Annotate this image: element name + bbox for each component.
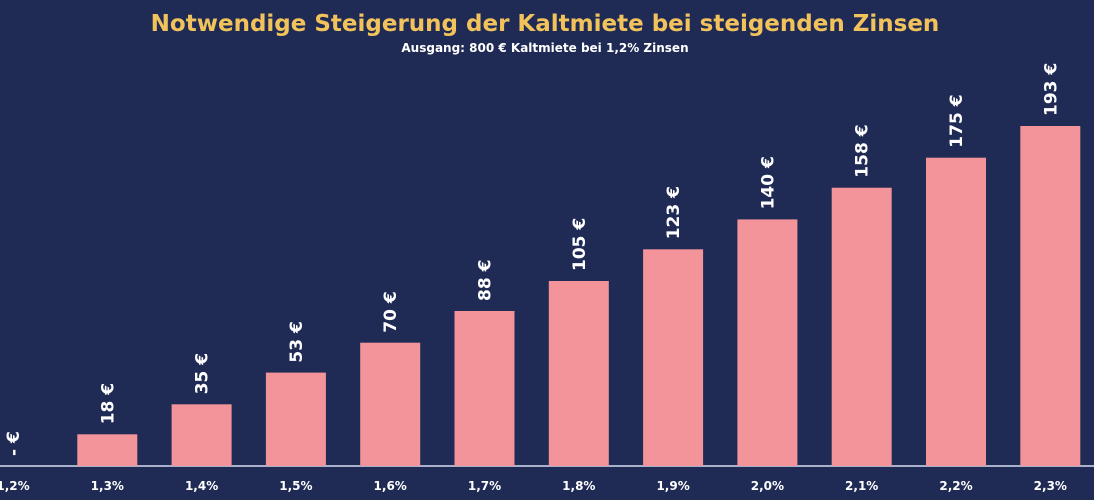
bars-group	[77, 126, 1081, 466]
x-tick-label: 1,8%	[562, 479, 595, 493]
bar	[926, 157, 986, 466]
x-tick-label: 2,2%	[939, 479, 972, 493]
x-tick-label: 2,1%	[845, 479, 878, 493]
data-label: 18 €	[98, 383, 118, 424]
chart-subtitle: Ausgang: 800 € Kaltmiete bei 1,2% Zinsen	[401, 41, 688, 55]
bar	[548, 281, 609, 466]
data-label: 175 €	[947, 94, 967, 147]
data-label: 53 €	[287, 321, 307, 362]
data-label: - €	[4, 431, 24, 456]
data-labels-group: - € 18 € 35 € 53 € 70 € 88 € 105 € 123 € 140 € 15…	[4, 63, 1061, 456]
bar	[1020, 126, 1081, 466]
data-label: 193 €	[1041, 63, 1061, 116]
x-tick-label: 2,0%	[751, 479, 784, 493]
x-tick-label: 1,5%	[279, 479, 312, 493]
bar	[77, 434, 138, 466]
x-tick-label: 1,9%	[656, 479, 689, 493]
data-label: 70 €	[381, 291, 401, 332]
data-label: 158 €	[853, 124, 873, 177]
bar	[737, 219, 798, 466]
bar	[171, 404, 232, 466]
data-label: 35 €	[193, 353, 213, 394]
data-label: 123 €	[664, 186, 684, 239]
x-tick-label: 1,7%	[468, 479, 501, 493]
data-label: 140 €	[758, 156, 778, 209]
bar	[454, 311, 515, 466]
x-tick-label: 1,2%	[0, 479, 30, 493]
bar	[831, 187, 892, 466]
x-tick-label: 2,3%	[1034, 479, 1067, 493]
data-label: 88 €	[476, 260, 496, 301]
chart-title: Notwendige Steigerung der Kaltmiete bei …	[151, 11, 940, 37]
x-tick-label: 1,3%	[91, 479, 124, 493]
bar	[360, 342, 421, 466]
bar	[643, 249, 704, 466]
bar	[265, 372, 326, 466]
x-tick-label: 1,4%	[185, 479, 218, 493]
x-tick-label: 1,6%	[374, 479, 407, 493]
x-tick-labels-group: 1,2% 1,3% 1,4% 1,5% 1,6% 1,7% 1,8% 1,9% 2,0% 2,1%…	[0, 479, 1067, 493]
data-label: 105 €	[570, 218, 590, 271]
